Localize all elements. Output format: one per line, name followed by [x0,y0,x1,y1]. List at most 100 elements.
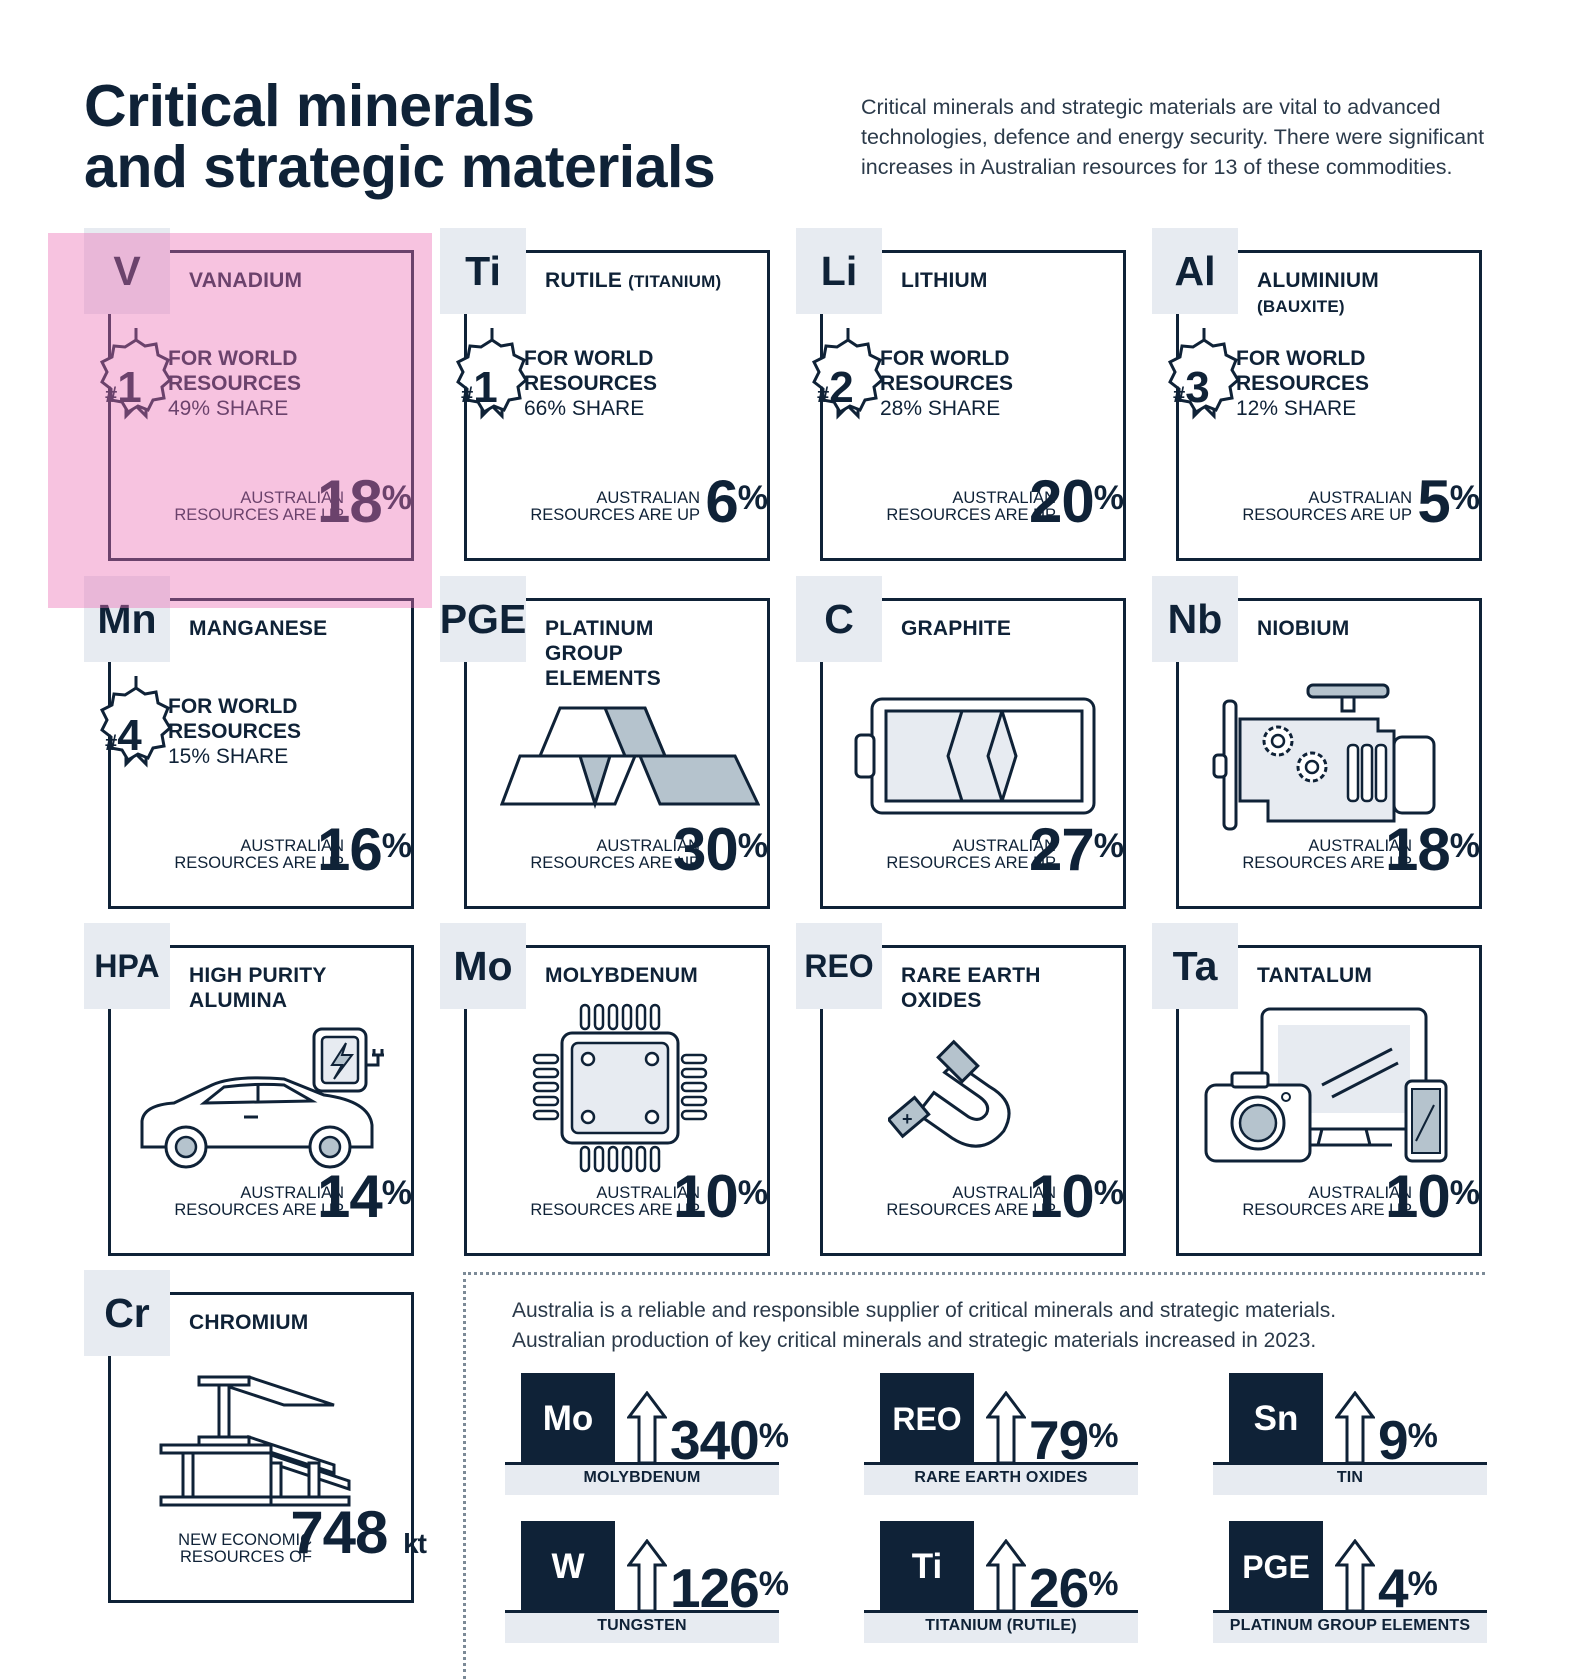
card-vanadium: V VANADIUM #1 FOR WORLD RESOURCES 49% SH… [84,228,466,576]
element-symbol: Nb [1152,576,1238,662]
resources-up-label: AUSTRALIAN RESOURCES ARE UP [886,489,1056,524]
element-symbol: PGE [440,576,526,662]
stat-percent: 340% [670,1409,789,1471]
card-rutile: Ti RUTILE (TITANIUM) #1 FOR WORLD RESOURC… [440,228,822,576]
card-aluminium: Al ALUMINIUM (BAUXITE) #3 FOR WORLD RESOUR… [1152,228,1534,576]
resources-up-percent: 6% [705,468,768,535]
resources-up-label: AUSTRALIAN RESOURCES ARE UP [530,837,700,872]
world-rank-text: FOR WORLD RESOURCES 12% SHARE [1236,347,1370,420]
resources-up-percent: 10% [673,1163,768,1230]
world-share: 12% SHARE [1236,397,1357,420]
devices-icon [1204,1007,1448,1163]
resources-up-label: AUSTRALIAN RESOURCES ARE UP [174,837,344,872]
title-line-1: Critical minerals [84,73,535,139]
stat-percent: 126% [670,1557,789,1619]
up-arrow-icon [1335,1539,1375,1613]
resources-up-percent: 10% [1029,1163,1124,1230]
element-symbol: Mn [84,576,170,662]
battery-icon [854,697,1096,815]
up-arrow-icon [1335,1391,1375,1465]
dotted-divider [463,1272,1485,1275]
mineral-name: NIOBIUM [1257,617,1350,640]
mineral-name: MOLYBDENUM [545,964,698,987]
stat-percent: 9% [1378,1409,1438,1471]
stat-percent: 26% [1029,1557,1119,1619]
element-symbol: HPA [84,923,170,1009]
world-rank-text: FOR WORLD RESOURCES 49% SHARE [168,347,302,420]
rank-number: 2 [829,363,854,412]
card-rare-earth-oxides: REO RARE EARTH OXIDES + AUSTRALIAN RESOUR… [796,923,1178,1271]
stat-symbol: W [521,1521,615,1613]
rank-number: 3 [1185,363,1210,412]
stat-label: TUNGSTEN [597,1617,687,1634]
production-stat-rare-earth-oxides: REO 79% RARE EARTH OXIDES [864,1373,1138,1503]
world-share: 28% SHARE [880,397,1001,420]
steel-beams-icon [159,1375,351,1507]
stat-label: MOLYBDENUM [583,1469,701,1486]
resources-up-percent: 18% [317,468,412,535]
microchip-icon [532,1003,708,1173]
mineral-name: LITHIUM [901,269,988,292]
resources-up-label: AUSTRALIAN RESOURCES ARE UP [1242,837,1412,872]
stat-label: TIN [1336,1469,1364,1486]
up-arrow-icon [627,1391,667,1465]
selection-highlight [48,233,432,608]
mineral-name: ALUMINIUM (BAUXITE) [1257,269,1379,316]
mineral-name: VANADIUM [189,269,303,292]
title-line-2: and strategic materials [84,134,716,200]
resources-up-percent: 14% [317,1163,412,1230]
resources-up-percent: 18% [1385,816,1480,883]
stat-percent: 4% [1378,1557,1438,1619]
resources-up-percent: 5% [1417,468,1480,535]
mineral-name: PLATINUM GROUP ELEMENTS [545,617,661,690]
production-intro: Australia is a reliable and responsible … [512,1299,1337,1352]
engine-icon [1212,683,1436,831]
electric-car-icon [140,1027,384,1169]
resources-up-label: AUSTRALIAN RESOURCES ARE UP [174,489,344,524]
rank-rosette-icon: #1 [84,328,194,488]
up-arrow-icon [627,1539,667,1613]
resources-up-label: AUSTRALIAN RESOURCES ARE UP [530,1184,700,1219]
stat-symbol: Sn [1229,1373,1323,1465]
world-share: 49% SHARE [168,397,289,420]
resources-up-label: AUSTRALIAN RESOURCES ARE UP [886,1184,1056,1219]
rank-number: 4 [117,711,142,760]
stat-label: PLATINUM GROUP ELEMENTS [1229,1617,1471,1634]
resources-up-label: AUSTRALIAN RESOURCES ARE UP [886,837,1056,872]
gold-bars-icon [500,706,760,810]
mineral-name: CHROMIUM [189,1311,309,1334]
up-arrow-icon [986,1539,1026,1613]
rank-number: 1 [117,363,142,412]
element-symbol: Li [796,228,882,314]
element-symbol: V [84,228,170,314]
resources-up-label: AUSTRALIAN RESOURCES ARE UP [174,1184,344,1219]
world-rank-text: FOR WORLD RESOURCES 15% SHARE [168,695,302,768]
stat-symbol: REO [880,1373,974,1465]
element-symbol: C [796,576,882,662]
resources-up-label: AUSTRALIAN RESOURCES ARE UP [1242,489,1412,524]
world-share: 66% SHARE [524,397,645,420]
resources-up-percent: 27% [1029,816,1124,883]
stat-label: RARE EARTH OXIDES [914,1469,1088,1486]
element-symbol: Ta [1152,923,1238,1009]
resources-up-percent: 16% [317,816,412,883]
card-high-purity-alumina: HPA HIGH PURITY ALUMINA AUSTRALIAN RESOUR… [84,923,466,1271]
resources-up-percent: 30% [673,816,768,883]
magnet-icon: + [888,1039,1011,1148]
up-arrow-icon [986,1391,1026,1465]
rank-rosette-icon: #1 [440,328,550,488]
production-stat-tungsten: W 126% TUNGSTEN [505,1521,789,1651]
new-economic-resources-label: NEW ECONOMIC RESOURCES OF [178,1531,312,1566]
rank-rosette-icon: #2 [796,328,906,488]
element-symbol: Al [1152,228,1238,314]
element-symbol: Cr [84,1270,170,1356]
svg-text:+: + [902,1109,913,1129]
mineral-name: GRAPHITE [901,617,1012,640]
intro-text: Critical minerals and strategic material… [861,95,1485,179]
mineral-name: RUTILE (TITANIUM) [545,269,722,292]
page-title: Critical minerals and strategic material… [84,73,716,200]
world-rank-text: FOR WORLD RESOURCES 28% SHARE [880,347,1014,420]
stat-symbol: Ti [880,1521,974,1613]
resources-up-label: AUSTRALIAN RESOURCES ARE UP [530,489,700,524]
card-chromium: Cr CHROMIUM NEW ECONOMIC RESOURCES OF 748… [84,1270,466,1618]
